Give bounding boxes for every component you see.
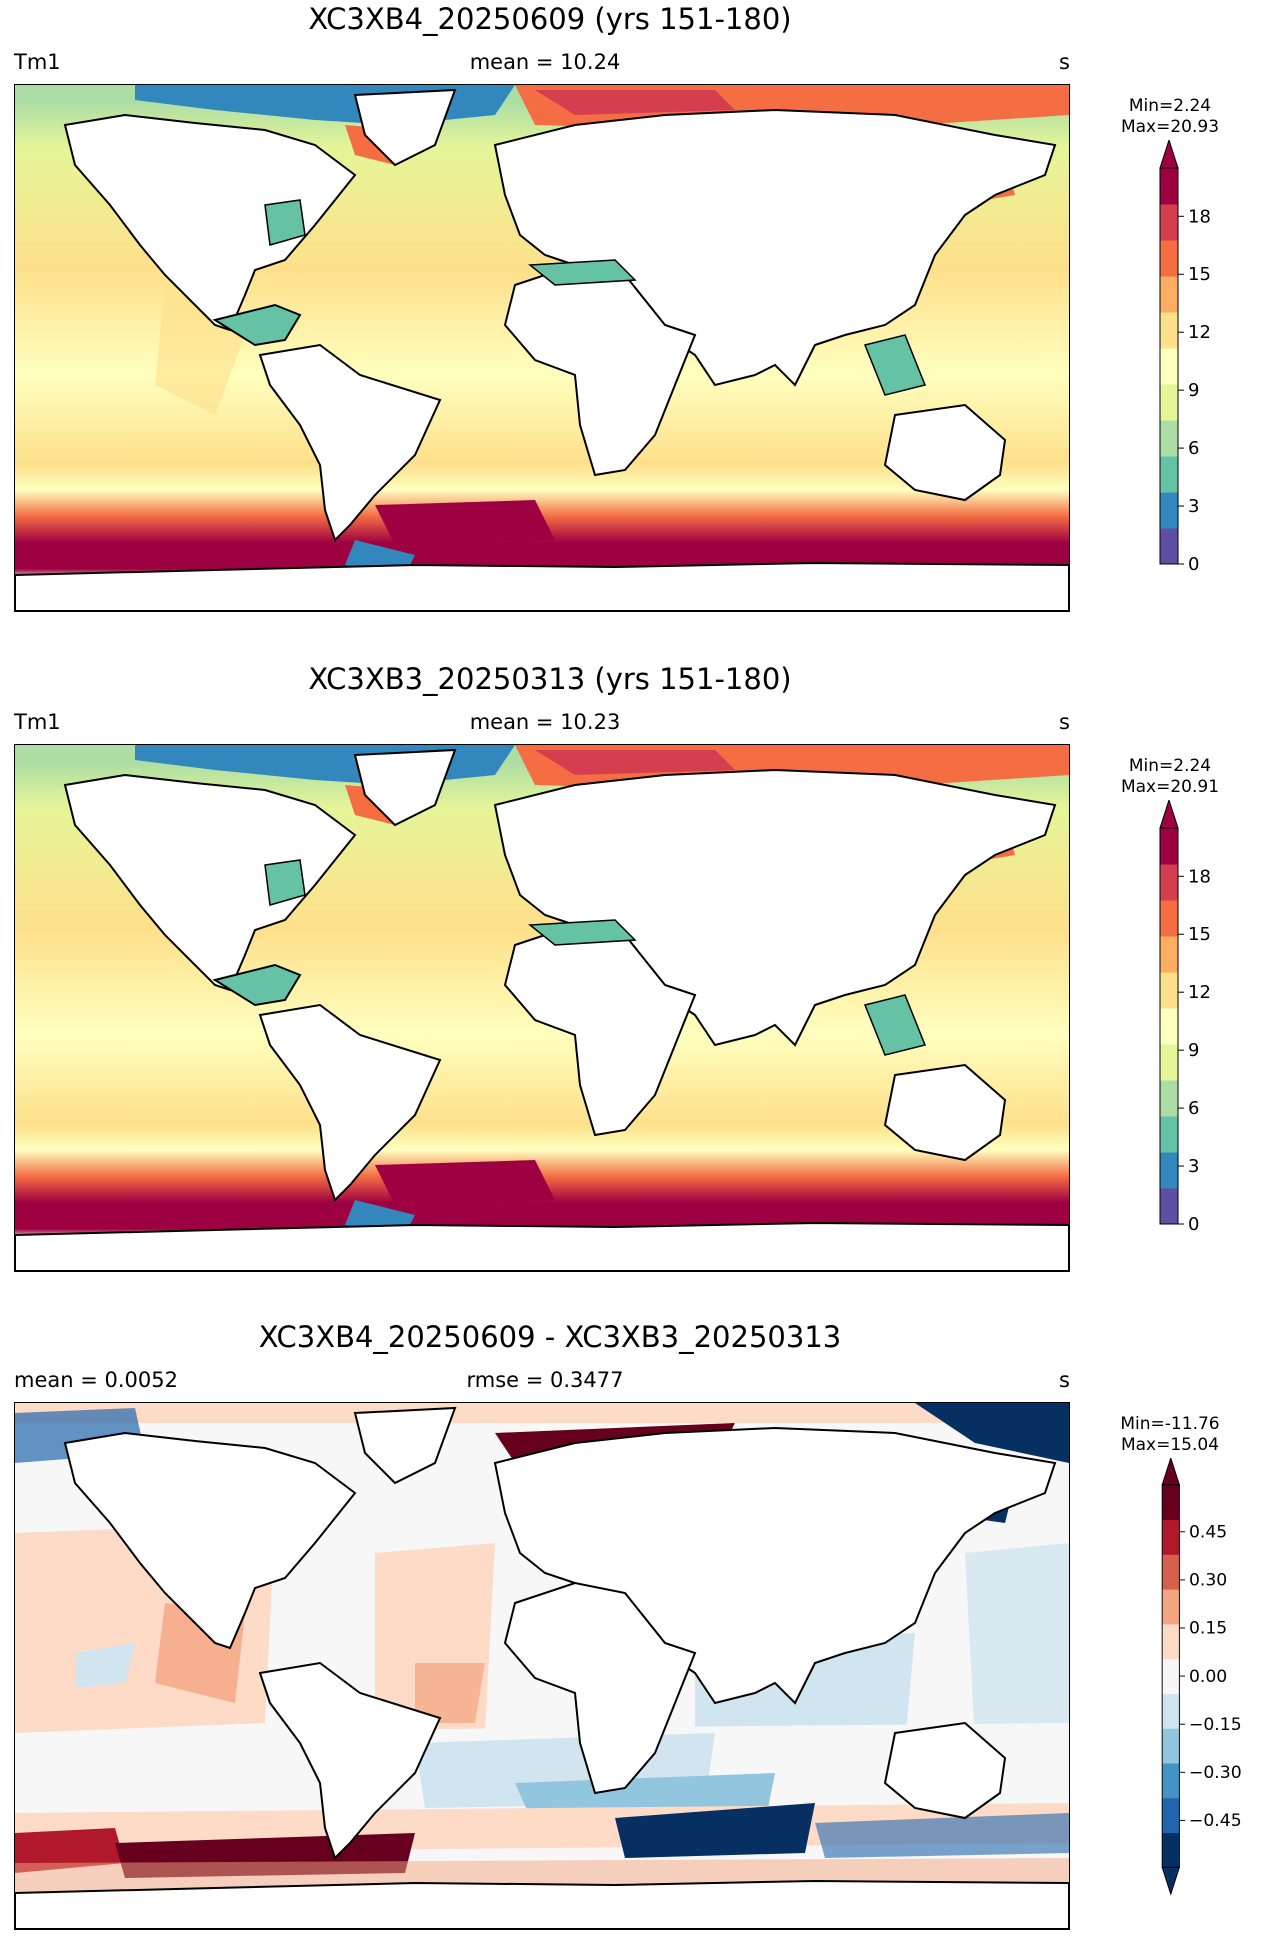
colorbar: 0 3 6 9 12 15 18	[1159, 140, 1211, 575]
colorbar-swatch	[1160, 528, 1178, 565]
colorbar-swatch	[1160, 1080, 1178, 1117]
colorbar-tick-label: 9	[1188, 380, 1199, 401]
colorbar-swatch	[1160, 456, 1178, 493]
colorbar-tick-label: 0.45	[1189, 1523, 1227, 1543]
colorbar-swatch	[1162, 1519, 1180, 1555]
colorbar-swatch	[1160, 276, 1178, 313]
world-map	[14, 84, 1070, 612]
colorbar-swatch	[1160, 1008, 1178, 1045]
colorbar-tick-label: −0.15	[1189, 1715, 1242, 1735]
colorbar-swatch	[1160, 492, 1178, 529]
colorbar-swatch	[1160, 1116, 1178, 1153]
panel-title: XC3XB4_20250609 - XC3XB3_20250313	[258, 1320, 842, 1354]
colorbar-tick-label: 0.30	[1189, 1571, 1227, 1591]
colorbar-swatch	[1160, 1044, 1178, 1081]
colorbar-swatch	[1160, 1152, 1178, 1189]
colorbar-tick-label: 12	[1188, 982, 1211, 1003]
colorbar-swatch	[1160, 828, 1178, 865]
colorbar-swatch	[1162, 1484, 1180, 1521]
colorbar-tick-label: 3	[1188, 496, 1199, 517]
colorbar-swatch	[1160, 972, 1178, 1009]
mean-label: mean = 10.23	[469, 710, 621, 734]
colorbar-swatch	[1160, 420, 1178, 457]
colorbar-swatch	[1160, 168, 1178, 205]
colorbar-swatch	[1162, 1658, 1180, 1694]
colorbar-swatch	[1160, 900, 1178, 937]
units-label: s	[1059, 710, 1070, 734]
colorbar-tick-label: 18	[1188, 206, 1211, 227]
colorbar-swatch	[1162, 1763, 1180, 1799]
colorbar-swatch	[1160, 1188, 1178, 1225]
units-label: s	[1059, 1368, 1070, 1392]
mean-label: mean = 10.24	[469, 50, 621, 74]
mean-label: mean = 0.0052	[14, 1368, 178, 1392]
panel-model-b3: XC3XB3_20250313 (yrs 151-180) Tm1 mean =…	[0, 660, 1270, 1300]
min-label: Min=2.24	[1128, 756, 1212, 776]
colorbar-swatch	[1160, 240, 1178, 277]
colorbar-tick-label: 0	[1188, 1214, 1199, 1235]
min-label: Min=2.24	[1128, 96, 1212, 116]
colorbar-tick-label: 15	[1188, 924, 1211, 945]
colorbar-tick-label: 12	[1188, 322, 1211, 343]
world-map	[14, 744, 1070, 1272]
world-map	[14, 1402, 1070, 1930]
colorbar: 0 3 6 9 12 15 18	[1159, 800, 1211, 1235]
max-label: Max=20.93	[1120, 117, 1220, 137]
min-max-annotation: Min=2.24 Max=20.93	[1100, 96, 1240, 138]
colorbar-tick-label: 0.15	[1189, 1619, 1227, 1639]
colorbar-tick-label: 9	[1188, 1040, 1199, 1061]
colorbar-swatch	[1162, 1728, 1180, 1764]
colorbar-tick-label: −0.30	[1189, 1763, 1242, 1783]
colorbar: −0.45 −0.30 −0.15 0.00 0.15 0.30 0.45	[1161, 1458, 1242, 1896]
colorbar-swatch	[1160, 348, 1178, 385]
colorbar-swatch	[1162, 1797, 1180, 1834]
colorbar-tick-label: 15	[1188, 264, 1211, 285]
max-label: Max=15.04	[1120, 1435, 1220, 1455]
colorbar-tick-label: 18	[1188, 866, 1211, 887]
min-label: Min=-11.76	[1120, 1414, 1220, 1434]
colorbar-swatch	[1160, 204, 1178, 241]
colorbar-swatch	[1160, 864, 1178, 901]
colorbar-swatch	[1160, 384, 1178, 421]
min-max-annotation: Min=-11.76 Max=15.04	[1100, 1414, 1240, 1456]
max-label: Max=20.91	[1120, 777, 1220, 797]
units-label: s	[1059, 50, 1070, 74]
variable-label: Tm1	[14, 50, 61, 74]
colorbar-tick-label: 6	[1188, 1098, 1199, 1119]
min-max-annotation: Min=2.24 Max=20.91	[1100, 756, 1240, 798]
colorbar-swatch	[1162, 1832, 1180, 1868]
colorbar-tick-label: 6	[1188, 438, 1199, 459]
panel-difference: XC3XB4_20250609 - XC3XB3_20250313 mean =…	[0, 1318, 1270, 1958]
panel-title: XC3XB4_20250609 (yrs 151-180)	[308, 2, 792, 36]
rmse-label: rmse = 0.3477	[466, 1368, 624, 1392]
colorbar-tick-label: 3	[1188, 1156, 1199, 1177]
colorbar-swatch	[1162, 1554, 1180, 1590]
colorbar-tick-label: 0.00	[1189, 1667, 1227, 1687]
colorbar-tick-label: −0.45	[1189, 1811, 1242, 1831]
colorbar-tick-label: 0	[1188, 554, 1199, 575]
colorbar-swatch	[1162, 1623, 1180, 1660]
colorbar-swatch	[1160, 936, 1178, 973]
colorbar-swatch	[1162, 1589, 1180, 1625]
colorbar-swatch	[1162, 1693, 1180, 1729]
panel-title: XC3XB3_20250313 (yrs 151-180)	[308, 662, 792, 696]
variable-label: Tm1	[14, 710, 61, 734]
colorbar-swatch	[1160, 312, 1178, 349]
panel-model-b4: XC3XB4_20250609 (yrs 151-180) Tm1 mean =…	[0, 0, 1270, 640]
